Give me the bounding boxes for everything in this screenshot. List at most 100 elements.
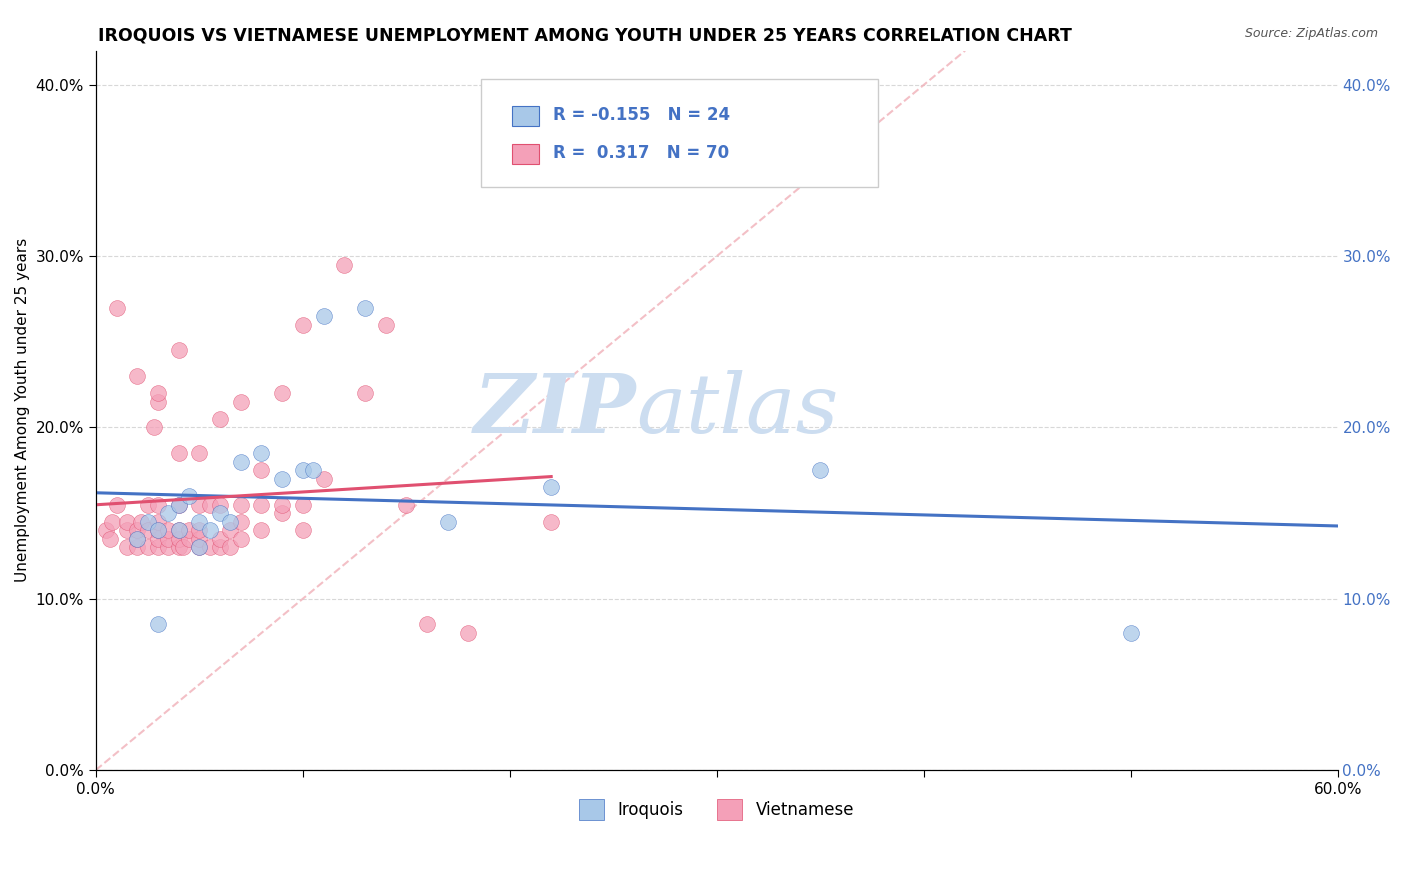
Point <box>198 498 221 512</box>
Point <box>354 301 377 315</box>
Point <box>127 369 149 384</box>
Text: ZIP: ZIP <box>474 370 636 450</box>
Point <box>354 386 377 401</box>
Point <box>198 541 221 555</box>
Point <box>188 532 211 546</box>
Point <box>208 506 231 520</box>
Point <box>271 386 294 401</box>
FancyBboxPatch shape <box>481 79 879 187</box>
Point <box>146 532 169 546</box>
Text: R = -0.155   N = 24: R = -0.155 N = 24 <box>553 105 730 124</box>
Point <box>167 523 190 537</box>
Point <box>127 523 149 537</box>
Point <box>250 446 273 460</box>
Point <box>250 463 273 477</box>
Point <box>101 515 124 529</box>
Point <box>229 498 252 512</box>
Point <box>188 541 211 555</box>
Point <box>142 420 165 434</box>
Text: atlas: atlas <box>636 370 838 450</box>
Point <box>146 523 169 537</box>
Point <box>219 541 242 555</box>
Point <box>167 343 190 358</box>
Point <box>291 318 314 332</box>
Bar <box>512 106 538 126</box>
Point <box>188 541 211 555</box>
Point <box>188 523 211 537</box>
Point <box>291 498 314 512</box>
Point <box>136 498 159 512</box>
Point <box>146 386 169 401</box>
Point <box>208 532 231 546</box>
Point <box>172 541 194 555</box>
Point <box>136 541 159 555</box>
Point <box>127 532 149 546</box>
Text: R =  0.317   N = 70: R = 0.317 N = 70 <box>553 144 728 161</box>
Point <box>229 515 252 529</box>
Point <box>167 498 190 512</box>
Point <box>167 523 190 537</box>
Point <box>229 532 252 546</box>
Point <box>291 463 314 477</box>
Point <box>127 532 149 546</box>
Point <box>250 523 273 537</box>
Point <box>291 523 314 537</box>
Point <box>188 498 211 512</box>
Point <box>808 463 831 477</box>
Point <box>416 617 439 632</box>
Point <box>177 489 200 503</box>
Point <box>198 523 221 537</box>
Point <box>208 412 231 426</box>
Point <box>312 309 335 323</box>
Point <box>105 301 128 315</box>
Point <box>115 541 138 555</box>
Point <box>188 515 211 529</box>
Point <box>127 541 149 555</box>
Point <box>131 515 153 529</box>
Y-axis label: Unemployment Among Youth under 25 years: Unemployment Among Youth under 25 years <box>15 238 30 582</box>
Point <box>167 446 190 460</box>
Point <box>540 480 562 494</box>
Point <box>167 541 190 555</box>
Point <box>208 498 231 512</box>
Point <box>146 498 169 512</box>
Point <box>333 258 356 272</box>
Point <box>136 515 159 529</box>
Point <box>219 515 242 529</box>
Point <box>1119 626 1142 640</box>
Point <box>436 515 458 529</box>
Point <box>271 506 294 520</box>
Point <box>115 523 138 537</box>
Point <box>157 541 180 555</box>
Point <box>219 523 242 537</box>
Point <box>115 515 138 529</box>
Point <box>457 626 479 640</box>
Point <box>157 532 180 546</box>
Point <box>177 532 200 546</box>
Point <box>229 394 252 409</box>
Point <box>105 498 128 512</box>
Point <box>98 532 121 546</box>
Point <box>250 498 273 512</box>
Point <box>136 523 159 537</box>
Text: Source: ZipAtlas.com: Source: ZipAtlas.com <box>1244 27 1378 40</box>
Point <box>271 498 294 512</box>
Point <box>167 498 190 512</box>
Point <box>271 472 294 486</box>
Point <box>146 523 169 537</box>
Point <box>157 506 180 520</box>
Bar <box>512 145 538 164</box>
Point <box>146 515 169 529</box>
Point <box>312 472 335 486</box>
Point <box>167 532 190 546</box>
Point <box>374 318 396 332</box>
Point <box>146 617 169 632</box>
Point <box>146 394 169 409</box>
Point <box>188 446 211 460</box>
Legend: Iroquois, Vietnamese: Iroquois, Vietnamese <box>572 793 860 826</box>
Text: IROQUOIS VS VIETNAMESE UNEMPLOYMENT AMONG YOUTH UNDER 25 YEARS CORRELATION CHART: IROQUOIS VS VIETNAMESE UNEMPLOYMENT AMON… <box>98 27 1073 45</box>
Point <box>208 541 231 555</box>
Point <box>229 455 252 469</box>
Point <box>157 523 180 537</box>
Point <box>540 515 562 529</box>
